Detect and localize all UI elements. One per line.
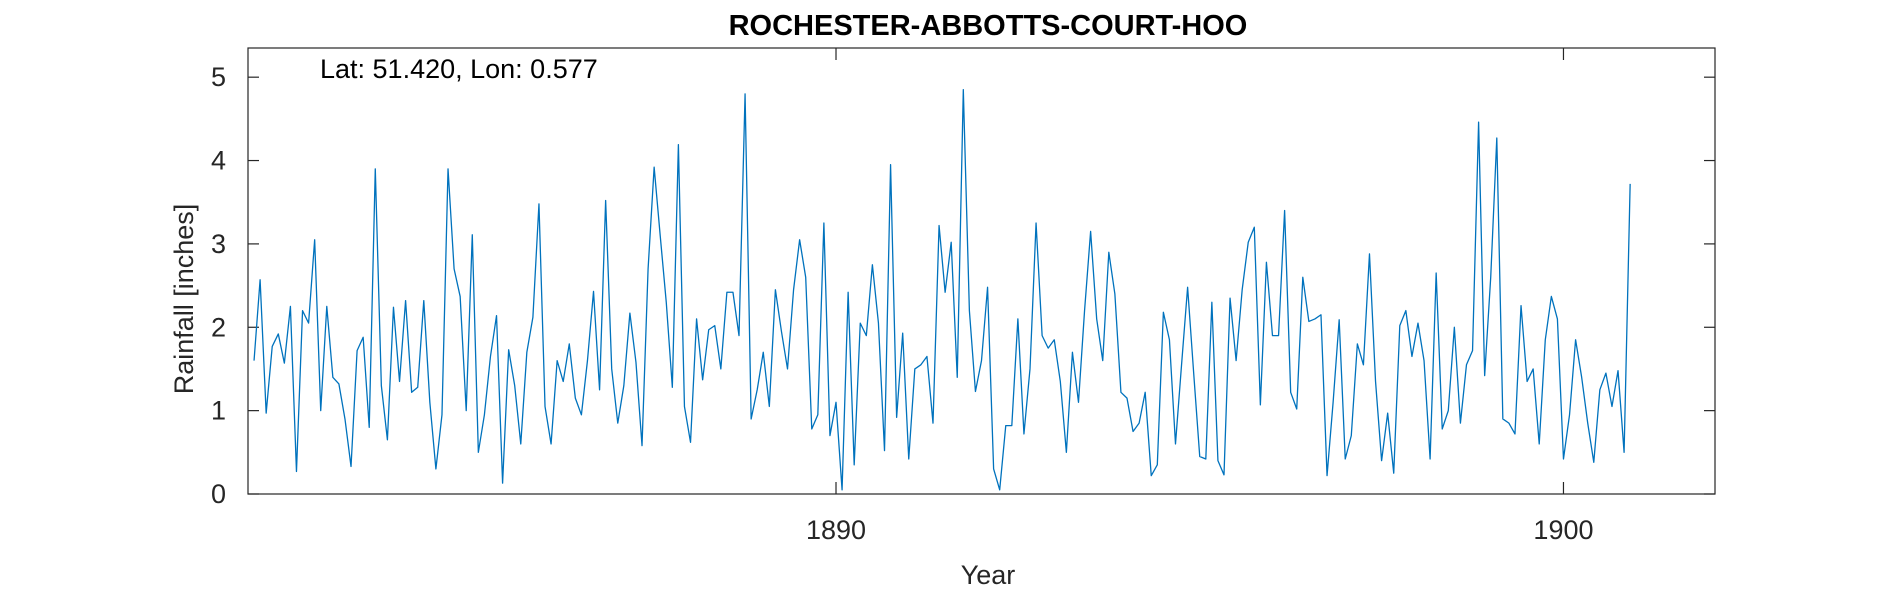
- y-tick-label: 2: [211, 312, 226, 342]
- y-tick-label: 1: [211, 396, 226, 426]
- y-tick-label: 5: [211, 62, 226, 92]
- x-tick-label: 1890: [806, 515, 866, 545]
- chart-title: ROCHESTER-ABBOTTS-COURT-HOO: [729, 10, 1248, 42]
- y-tick-label: 4: [211, 146, 226, 176]
- ticks: 0 1 2 3 4 5 1890 1900: [211, 48, 1715, 545]
- plot-box: [247, 47, 1716, 495]
- x-tick-label: 1900: [1533, 515, 1593, 545]
- y-tick-label: 0: [211, 479, 226, 509]
- series-layer: [253, 89, 1631, 491]
- y-axis-label: Rainfall [inches]: [169, 204, 199, 395]
- x-axis-label: Year: [961, 560, 1016, 590]
- y-tick-label: 3: [211, 229, 226, 259]
- axes: [247, 47, 1716, 495]
- location-annotation: Lat: 51.420, Lon: 0.577: [320, 54, 598, 84]
- series-line-0: [253, 89, 1631, 491]
